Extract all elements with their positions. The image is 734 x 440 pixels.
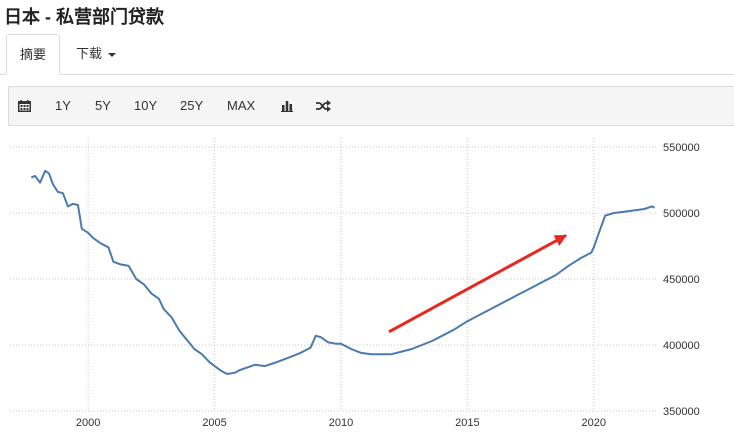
tab-download[interactable]: 下载 xyxy=(62,34,130,74)
bar-chart-icon[interactable] xyxy=(281,100,293,112)
grid-lines xyxy=(10,138,657,412)
y-tick-label: 450000 xyxy=(663,274,700,286)
chart-toolbar: 1Y 5Y 10Y 25Y MAX xyxy=(8,86,734,126)
series-line xyxy=(30,169,655,375)
range-max-button[interactable]: MAX xyxy=(227,98,256,113)
tab-summary[interactable]: 摘要 xyxy=(6,34,60,75)
x-tick-label: 2015 xyxy=(455,417,479,429)
tab-bar: 摘要 下载 xyxy=(0,34,734,75)
page-title: 日本 - 私营部门贷款 xyxy=(4,7,164,27)
y-axis: 350000 400000 450000 500000 550000 xyxy=(663,142,700,418)
y-tick-label: 350000 xyxy=(663,406,700,418)
x-tick-label: 2010 xyxy=(329,417,353,429)
range-1y-button[interactable]: 1Y xyxy=(55,98,71,113)
x-tick-label: 2005 xyxy=(202,417,226,429)
calendar-icon[interactable] xyxy=(18,100,31,112)
range-25y-button[interactable]: 25Y xyxy=(180,98,204,113)
x-tick-label: 2020 xyxy=(582,417,606,429)
y-tick-label: 500000 xyxy=(663,208,700,220)
range-10y-button[interactable]: 10Y xyxy=(134,98,158,113)
annotation-arrow xyxy=(388,234,568,334)
x-axis: 2000 2005 2010 2015 2020 xyxy=(76,417,606,429)
shuffle-icon[interactable] xyxy=(316,100,331,112)
y-tick-label: 400000 xyxy=(663,340,700,352)
caret-down-icon xyxy=(108,52,117,57)
range-5y-button[interactable]: 5Y xyxy=(95,98,111,113)
y-tick-label: 550000 xyxy=(663,142,700,154)
x-tick-label: 2000 xyxy=(76,417,100,429)
tab-download-label: 下载 xyxy=(76,46,103,61)
